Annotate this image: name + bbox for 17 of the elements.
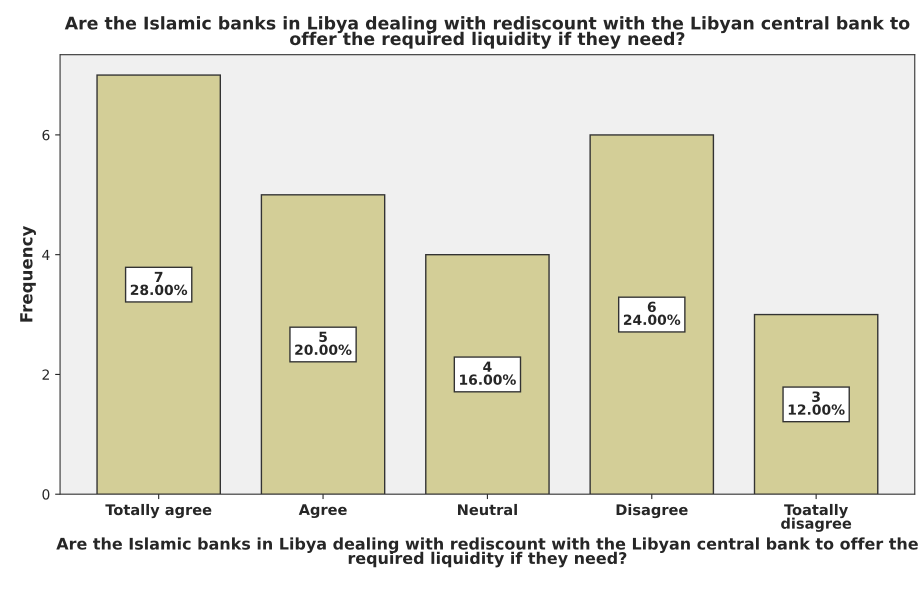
y-tick-label: 0: [42, 489, 50, 500]
chart-title: Are the Islamic banks in Libya dealing with rediscount with the Libyan central bank to offer the required liquidity if they need?: [64, 16, 910, 49]
data-label: 3 12.00%: [788, 391, 845, 415]
x-tick-label: Disagree: [616, 504, 688, 518]
x-axis-title: Are the Islamic banks in Libya dealing with rediscount with the Libyan central bank to offer the required liquidity if they need?: [56, 537, 918, 568]
data-label: 5 20.00%: [295, 332, 352, 355]
y-axis-title: Frequency: [20, 226, 36, 322]
x-tick-label: Toatally disagree: [781, 504, 852, 532]
data-label: 6 24.00%: [624, 302, 680, 326]
x-tick-label: Agree: [298, 504, 347, 518]
x-tick-label: Totally agree: [105, 504, 212, 518]
y-tick-label: 2: [42, 369, 49, 380]
y-tick-label: 6: [42, 130, 50, 140]
y-tick-label: 4: [42, 250, 50, 260]
data-label: 4 16.00%: [460, 362, 516, 385]
x-tick-label: Neutral: [458, 504, 517, 516]
data-label: 7 28.00%: [130, 272, 188, 296]
